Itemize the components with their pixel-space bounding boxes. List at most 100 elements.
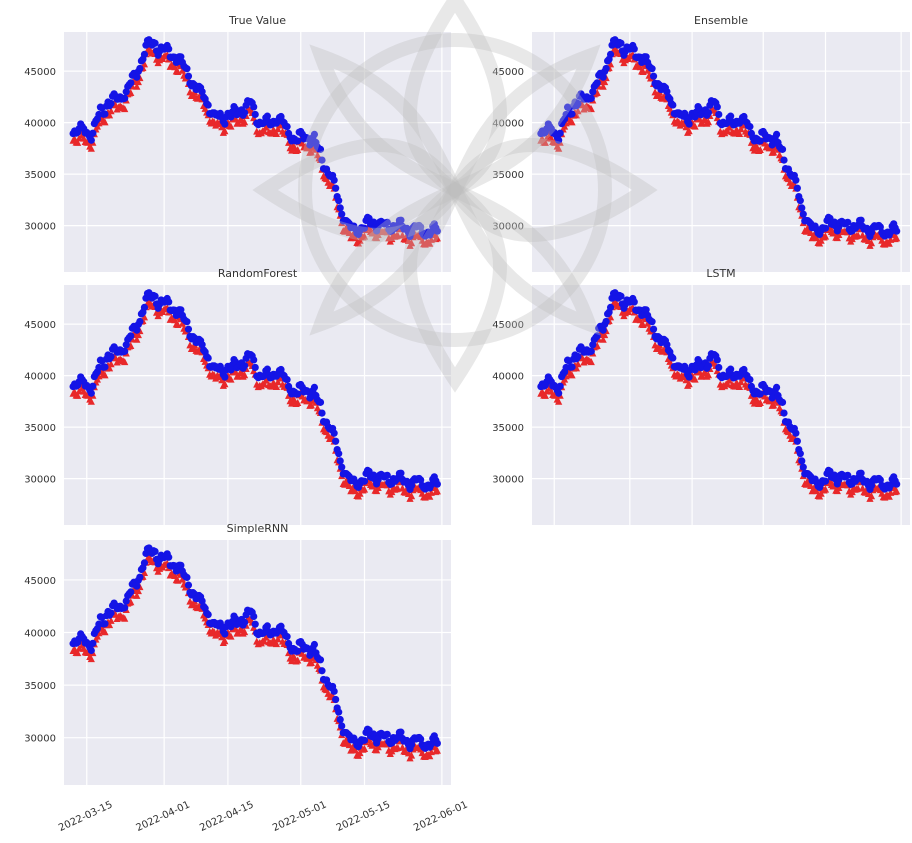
point-blue — [630, 298, 638, 306]
point-blue — [151, 292, 159, 300]
point-red — [101, 371, 109, 379]
point-blue — [101, 110, 109, 118]
point-red — [178, 575, 186, 583]
point-blue — [793, 184, 801, 192]
point-red — [606, 60, 615, 68]
x-tick-label: 2022-05-01 — [271, 799, 328, 834]
point-red — [121, 358, 129, 366]
point-blue — [433, 227, 441, 235]
point-red — [274, 635, 282, 643]
point-blue — [165, 298, 173, 306]
point-blue — [669, 101, 677, 109]
point-blue — [177, 561, 185, 569]
y-tick-label: 40000 — [24, 119, 56, 130]
point-blue — [250, 356, 258, 364]
point-red — [691, 375, 699, 383]
point-blue — [798, 204, 806, 212]
point-blue — [772, 383, 781, 391]
point-blue — [241, 109, 249, 117]
point-blue — [89, 639, 97, 647]
point-blue — [606, 50, 615, 58]
point-red — [140, 60, 149, 68]
point-blue — [876, 223, 884, 231]
point-blue — [310, 640, 319, 649]
point-blue — [251, 363, 259, 372]
point-red — [227, 632, 235, 640]
point-red — [218, 633, 226, 641]
point-red — [893, 487, 901, 495]
point-blue — [107, 99, 115, 108]
point-red — [221, 637, 229, 645]
point-blue — [165, 553, 173, 561]
point-blue — [796, 450, 804, 458]
point-red — [241, 118, 249, 126]
point-blue — [318, 409, 326, 417]
point-blue — [433, 739, 441, 747]
point-blue — [310, 383, 319, 391]
point-blue — [204, 611, 212, 619]
point-blue — [332, 184, 340, 192]
point-red — [227, 122, 235, 130]
point-blue — [383, 730, 391, 738]
y-tick-label: 45000 — [24, 67, 56, 78]
point-blue — [184, 581, 193, 589]
point-blue — [136, 573, 144, 581]
point-blue — [184, 72, 193, 80]
point-red — [360, 232, 369, 240]
point-blue — [294, 137, 302, 145]
point-blue — [318, 156, 326, 164]
panel-title: LSTM — [706, 267, 735, 280]
point-blue — [574, 352, 582, 361]
point-blue — [338, 463, 346, 471]
y-tick-label: 30000 — [24, 734, 56, 745]
point-red — [541, 391, 549, 399]
point-blue — [336, 457, 344, 465]
y-tick-label: 45000 — [24, 320, 56, 331]
point-red — [121, 105, 129, 113]
point-red — [770, 401, 778, 409]
point-red — [541, 138, 549, 146]
point-red — [221, 380, 229, 388]
point-red — [105, 364, 114, 372]
point-blue — [756, 137, 764, 145]
y-tick-label: 30000 — [492, 222, 524, 233]
point-blue — [151, 39, 159, 47]
point-blue — [792, 429, 800, 437]
point-red — [555, 144, 563, 152]
point-red — [241, 628, 249, 636]
point-red — [867, 239, 876, 247]
point-blue — [87, 389, 95, 397]
point-red — [599, 335, 607, 343]
point-blue — [221, 373, 229, 381]
point-blue — [792, 176, 800, 184]
point-red — [426, 239, 434, 247]
point-blue — [250, 103, 258, 111]
point-blue — [335, 450, 343, 458]
point-blue — [89, 129, 97, 137]
point-blue — [198, 341, 206, 349]
point-blue — [263, 622, 271, 630]
point-red — [572, 364, 581, 372]
point-red — [813, 234, 821, 242]
point-blue — [251, 110, 259, 119]
point-red — [87, 397, 95, 405]
point-blue — [316, 656, 325, 664]
point-blue — [383, 218, 391, 226]
point-blue — [648, 65, 656, 73]
point-blue — [746, 375, 754, 384]
point-blue — [332, 695, 340, 704]
point-red — [87, 144, 95, 152]
panel-title: SimpleRNN — [227, 522, 289, 535]
point-red — [644, 66, 652, 74]
point-red — [307, 401, 315, 409]
point-blue — [793, 437, 801, 445]
point-blue — [555, 389, 563, 397]
point-red — [74, 391, 82, 399]
point-red — [756, 145, 764, 153]
point-blue — [151, 547, 159, 556]
y-tick-label: 45000 — [24, 576, 56, 587]
y-tick-label: 40000 — [492, 372, 524, 383]
point-blue — [338, 722, 346, 730]
point-blue — [133, 73, 141, 81]
point-red — [107, 616, 115, 624]
